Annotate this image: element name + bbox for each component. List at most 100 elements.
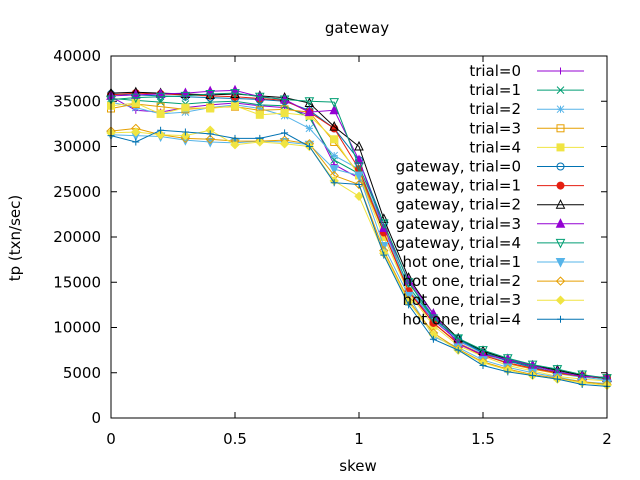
legend-marker (556, 162, 565, 171)
legend-marker (556, 181, 565, 190)
data-point (504, 368, 512, 376)
legend-label: hot one, trial=2 (403, 272, 521, 290)
legend-marker (555, 199, 566, 209)
legend-marker (555, 238, 566, 249)
data-point (281, 129, 289, 137)
data-point (354, 140, 364, 151)
data-point (330, 135, 339, 144)
data-point (181, 108, 190, 116)
data-point (255, 110, 264, 119)
chart-title: gateway (325, 19, 389, 37)
legend-label: gateway, trial=3 (396, 215, 521, 233)
data-point (132, 138, 140, 146)
data-point (552, 365, 563, 375)
y-tick-label: 35000 (53, 92, 101, 110)
data-point (378, 219, 389, 230)
data-point (354, 179, 364, 190)
legend-marker (557, 315, 564, 323)
legend-label: hot one, trial=3 (403, 291, 521, 309)
data-point (206, 104, 215, 113)
legend-marker (555, 295, 566, 305)
data-point (428, 314, 439, 325)
x-axis-label: skew (339, 457, 376, 475)
data-point (305, 143, 313, 150)
legend-label: gateway, trial=4 (396, 234, 521, 252)
data-point (279, 95, 290, 106)
data-point (329, 98, 340, 108)
x-tick-label: 1.5 (471, 430, 495, 448)
legend-label: gateway, trial=0 (396, 158, 521, 176)
data-point (156, 109, 165, 118)
legend-marker (556, 86, 565, 94)
legend-label: hot one, trial=4 (403, 310, 521, 328)
series-9 (106, 84, 612, 382)
legend-label: hot one, trial=1 (403, 253, 521, 271)
data-point (255, 104, 264, 113)
data-point (527, 360, 538, 371)
y-tick-label: 0 (91, 409, 101, 427)
legend-marker (555, 258, 566, 268)
axis-ticks: 0 5000 10000 15000 20000 25000 30000 35000 40000… (53, 47, 611, 448)
data-point (479, 362, 487, 370)
data-point (205, 134, 215, 144)
y-tick-label: 15000 (53, 273, 101, 291)
series-line (110, 92, 608, 379)
y-tick-label: 25000 (53, 183, 101, 201)
data-point (231, 134, 239, 142)
legend-label: trial=3 (469, 119, 521, 137)
data-point (181, 128, 189, 136)
data-point (478, 346, 488, 356)
data-point (429, 335, 437, 343)
data-point (205, 137, 216, 148)
data-point (304, 97, 315, 107)
data-point (280, 109, 289, 118)
series-lines (106, 84, 612, 391)
data-point (279, 139, 290, 149)
legend-label: trial=0 (469, 62, 521, 80)
legend-marker (556, 105, 565, 114)
data-point (529, 371, 537, 379)
data-point (205, 90, 216, 100)
y-axis-label: tp (txn/sec) (6, 195, 24, 281)
data-point (354, 191, 364, 201)
legend-label: gateway, trial=1 (396, 177, 521, 195)
data-point (578, 381, 586, 389)
plot-frame (110, 55, 608, 419)
data-point (329, 120, 340, 131)
data-point (256, 134, 264, 142)
x-tick-label: 2 (602, 430, 612, 448)
data-point (230, 139, 240, 150)
data-point (130, 93, 141, 104)
data-point (155, 92, 166, 103)
data-point (180, 130, 191, 141)
x-tick-label: 1 (354, 430, 364, 448)
data-point (230, 89, 240, 99)
legend-label: gateway, trial=2 (396, 196, 521, 214)
legend-marker (556, 124, 565, 133)
data-point (453, 334, 464, 344)
legend-marker (557, 67, 564, 75)
data-point (405, 301, 413, 309)
y-tick-label: 20000 (53, 228, 101, 246)
data-point (329, 165, 340, 175)
data-point (231, 101, 239, 110)
legend-marker (555, 276, 566, 286)
data-point (180, 91, 191, 102)
legend-marker (555, 218, 566, 228)
x-tick-label: 0 (106, 430, 116, 448)
data-point (354, 162, 364, 173)
data-point (330, 151, 339, 160)
data-point (329, 104, 340, 115)
data-point (355, 181, 363, 189)
data-point (157, 126, 165, 134)
data-point (380, 251, 388, 259)
y-tick-label: 5000 (63, 364, 101, 382)
data-point (255, 137, 265, 147)
data-point (254, 92, 265, 103)
y-tick-label: 10000 (53, 319, 101, 337)
y-tick-label: 30000 (53, 138, 101, 156)
series-10 (106, 89, 612, 384)
data-point (454, 346, 462, 354)
y-tick-label: 40000 (53, 47, 101, 65)
